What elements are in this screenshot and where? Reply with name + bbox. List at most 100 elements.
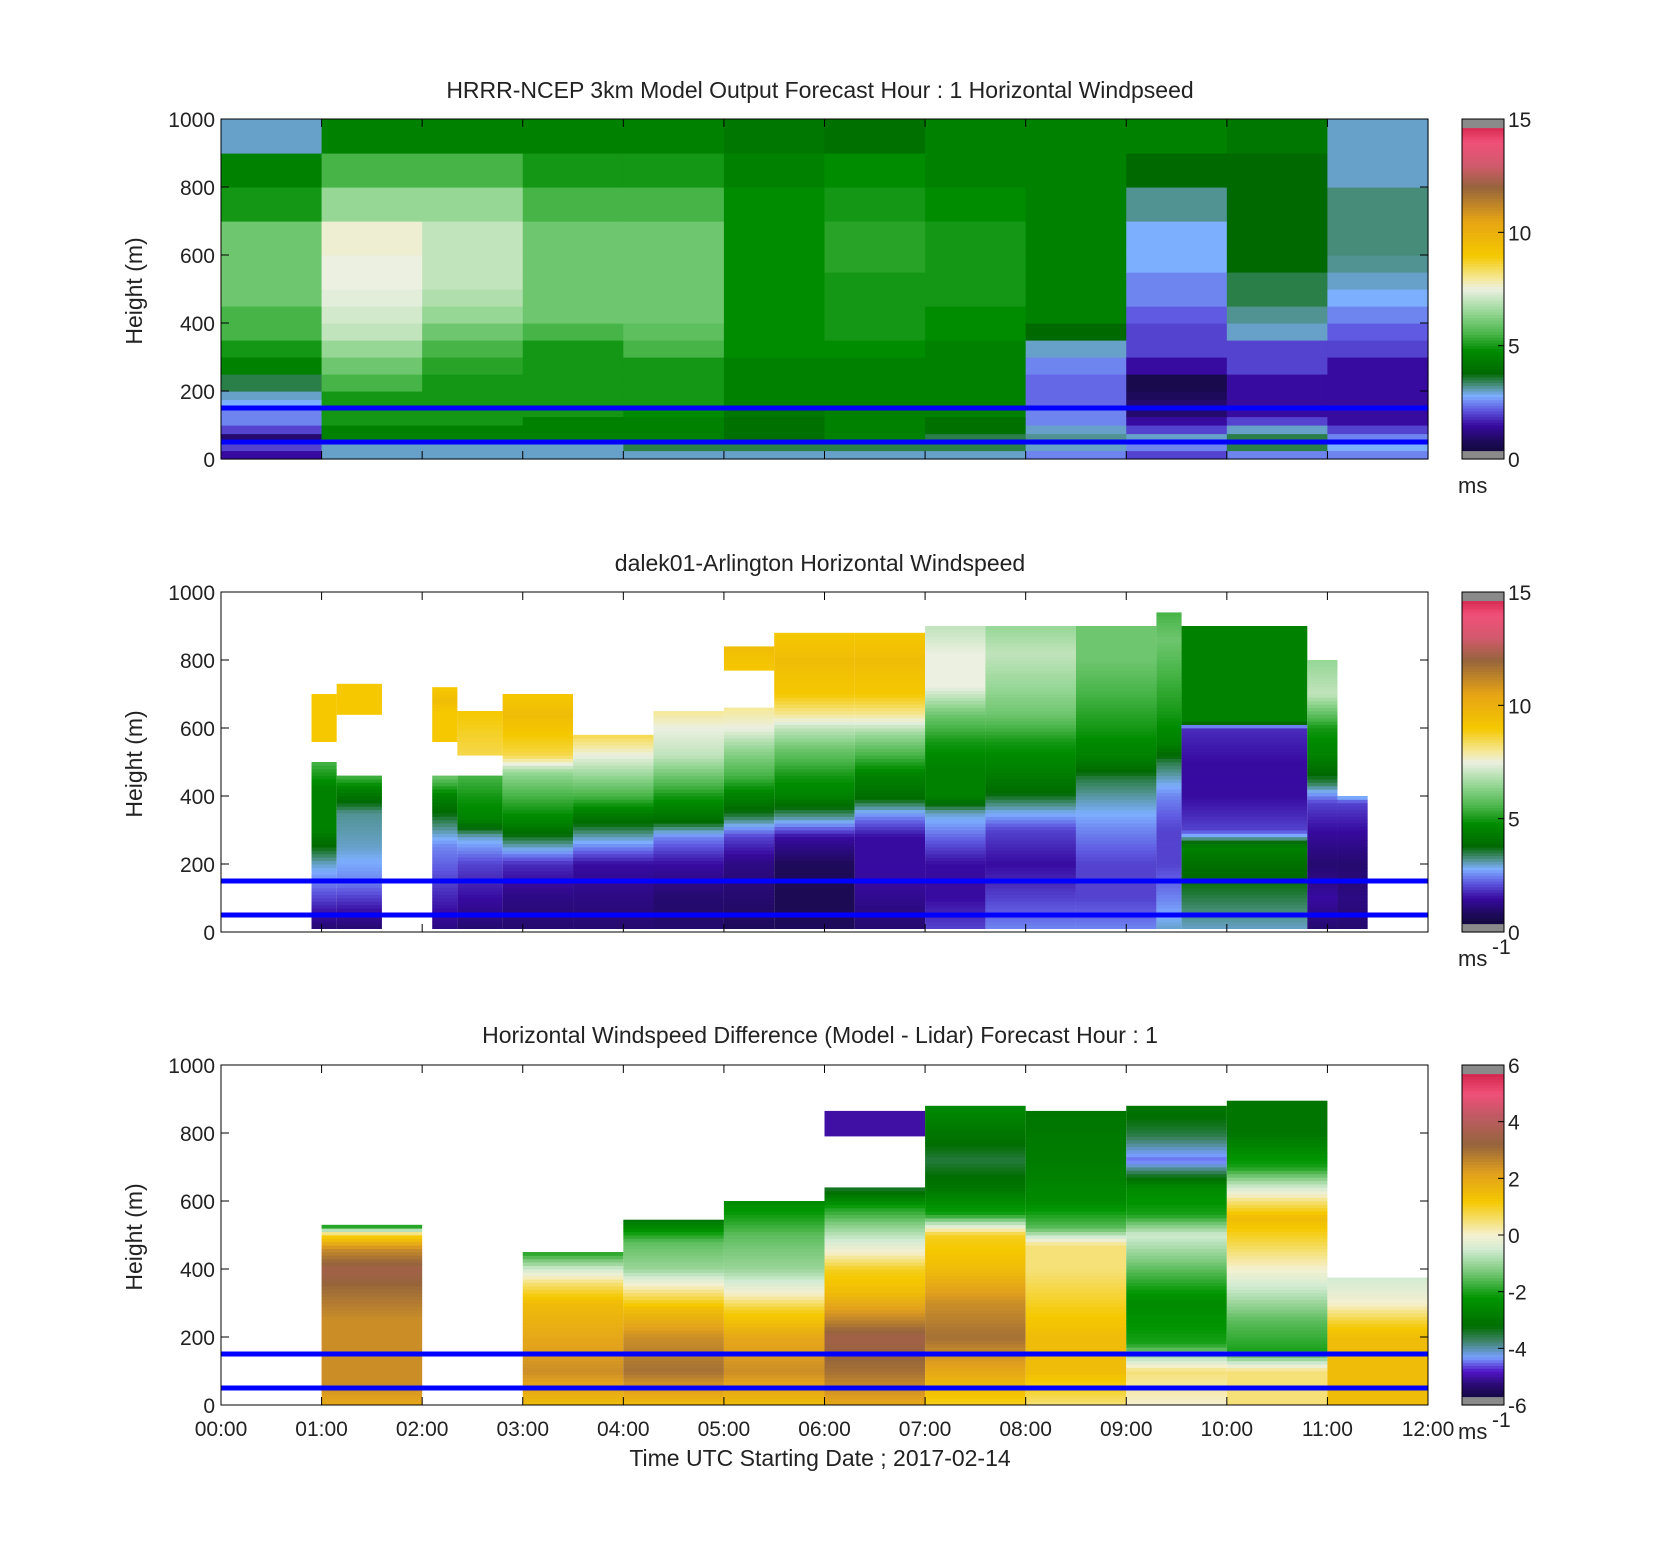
heatmap-cell: [432, 894, 458, 899]
heatmap-cell: [774, 656, 855, 661]
heatmap-cell: [522, 1401, 624, 1406]
colorbar-segment: [1462, 872, 1504, 876]
heatmap-cell: [723, 1245, 825, 1249]
heatmap-cell: [1226, 425, 1329, 435]
x-tick-label: 03:00: [496, 1418, 549, 1441]
heatmap-cell: [457, 711, 503, 715]
heatmap-cell: [854, 802, 926, 807]
heatmap-cell: [457, 874, 503, 878]
colorbar-segment: [1462, 1390, 1504, 1395]
heatmap-cell: [925, 1347, 1026, 1351]
heatmap-cell: [774, 792, 855, 797]
x-tick-label: 12:00: [1402, 1418, 1455, 1441]
heatmap-cell: [311, 898, 337, 902]
heatmap-cell: [1307, 721, 1338, 725]
heatmap-cell: [1025, 1340, 1127, 1345]
colorbar-segment: [1462, 923, 1504, 927]
heatmap-cell: [573, 809, 654, 814]
heatmap-cell: [221, 433, 323, 443]
colorbar-segment: [1462, 308, 1504, 313]
heatmap-cell: [502, 891, 574, 895]
heatmap-cell: [1025, 1190, 1127, 1195]
heatmap-cell: [432, 904, 458, 909]
heatmap-cell: [1156, 656, 1182, 661]
heatmap-cell: [1126, 1173, 1227, 1178]
heatmap-cell: [1025, 1112, 1127, 1117]
heatmap-cell: [925, 860, 986, 865]
heatmap-cell: [1126, 1272, 1227, 1277]
colorbar-unit-exponent: -1: [1492, 936, 1511, 959]
heatmap-cell: [723, 416, 826, 426]
heatmap-cell: [723, 153, 826, 188]
heatmap-cell: [1226, 1391, 1328, 1396]
heatmap-cell: [1025, 272, 1127, 290]
heatmap-cell: [653, 741, 724, 746]
heatmap-cell: [1226, 408, 1329, 418]
heatmap-cell: [1226, 1139, 1328, 1144]
heatmap-cell: [653, 802, 724, 807]
heatmap-cell: [1126, 1201, 1227, 1205]
heatmap-cell: [321, 442, 423, 452]
heatmap-cell: [925, 819, 986, 824]
heatmap-cell: [311, 908, 337, 912]
colorbar-segment: [1462, 674, 1504, 678]
heatmap-cell: [1156, 670, 1182, 674]
heatmap-cell: [653, 864, 724, 868]
heatmap-cell: [573, 874, 654, 878]
colorbar-segment: [1462, 736, 1504, 740]
heatmap-cell: [573, 864, 654, 868]
heatmap-cell: [623, 391, 725, 401]
heatmap-cell: [1156, 904, 1182, 909]
colorbar-tick-label: 6: [1508, 1055, 1520, 1078]
heatmap-cell: [1025, 1231, 1127, 1236]
heatmap-cell: [1226, 1146, 1328, 1151]
colorbar-segment: [1462, 779, 1504, 783]
heatmap-cell: [854, 653, 926, 657]
colorbar-segment: [1462, 444, 1504, 449]
heatmap-cell: [1307, 806, 1338, 810]
heatmap-cell: [653, 904, 724, 909]
heatmap-cell: [1126, 416, 1228, 426]
heatmap-cell: [1226, 1231, 1328, 1236]
colorbar-segment: [1462, 824, 1504, 828]
heatmap-cell: [1156, 622, 1182, 627]
heatmap-cell: [1337, 864, 1368, 868]
heatmap-cell: [502, 721, 574, 725]
heatmap-cell: [1181, 639, 1308, 644]
heatmap-cell: [1181, 901, 1308, 906]
heatmap-cell: [1156, 792, 1182, 797]
heatmap-cell: [1181, 728, 1308, 732]
heatmap-cell: [1226, 1282, 1328, 1287]
heatmap-cell: [925, 1143, 1026, 1147]
heatmap-cell: [854, 785, 926, 790]
heatmap-cell: [573, 904, 654, 909]
heatmap-cell: [854, 660, 926, 664]
heatmap-cell: [221, 187, 323, 222]
heatmap-cell: [311, 847, 337, 851]
heatmap-cell: [336, 687, 382, 691]
heatmap-cell: [432, 870, 458, 875]
heatmap-cell: [1126, 1306, 1227, 1311]
heatmap-cell: [1327, 442, 1429, 452]
heatmap-cell: [1126, 1367, 1227, 1372]
colorbar-segment: [1462, 909, 1504, 913]
heatmap-cell: [573, 741, 654, 746]
heatmap-cell: [457, 904, 503, 909]
heatmap-cell: [1075, 775, 1157, 780]
heatmap-cell: [985, 792, 1076, 797]
heatmap-cell: [723, 1371, 825, 1375]
heatmap-cell: [1226, 1122, 1328, 1127]
heatmap-cell: [1156, 660, 1182, 664]
heatmap-cell: [925, 1122, 1026, 1127]
heatmap-cell: [1126, 1153, 1227, 1158]
heatmap-cell: [321, 1275, 423, 1280]
heatmap-cell: [854, 843, 926, 848]
heatmap-cell: [502, 867, 574, 872]
heatmap-cell: [925, 1371, 1026, 1375]
heatmap-cell: [221, 306, 323, 324]
heatmap-cell: [1337, 802, 1368, 807]
heatmap-cell: [432, 826, 458, 831]
heatmap-cell: [774, 918, 855, 923]
heatmap-cell: [623, 1248, 724, 1253]
heatmap-cell: [653, 714, 724, 719]
